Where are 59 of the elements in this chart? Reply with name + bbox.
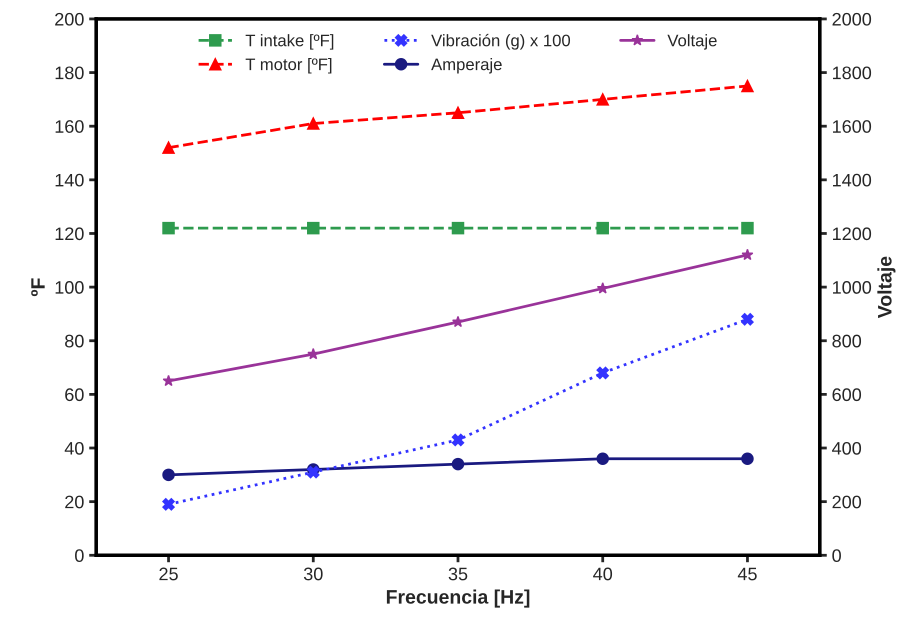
point (452, 316, 464, 328)
point (596, 282, 609, 294)
y2-tick-label: 1400 (833, 174, 872, 187)
point (741, 452, 754, 465)
point (452, 458, 464, 470)
y2-tick-label: 600 (832, 388, 862, 402)
point (162, 141, 175, 154)
y-tick-label: 60 (65, 388, 84, 402)
point (162, 498, 175, 511)
y-tick-label: 160 (56, 120, 84, 133)
y2-tick-label: 1600 (833, 120, 872, 133)
point (162, 468, 175, 482)
y-tick-label: 80 (65, 334, 84, 348)
y-tick-label: 200 (55, 12, 84, 26)
x-tick-label: 25 (159, 568, 178, 580)
point (741, 313, 754, 326)
y2-tick-label: 200 (832, 496, 862, 508)
point (162, 374, 175, 386)
point (307, 222, 320, 234)
y-tick-label: 0 (75, 549, 84, 562)
legend-label: Voltaje (667, 34, 717, 50)
point (596, 93, 609, 106)
legend-label: Vibración (g) x 100 (431, 34, 570, 50)
legend-label: T motor [ºF] (246, 58, 332, 74)
point (307, 466, 320, 478)
legend-label: T intake [ºF] (246, 34, 334, 50)
x-tick-label: 40 (593, 568, 612, 580)
y-tick-label: 20 (65, 496, 84, 508)
legend-label: Amperaje (431, 58, 502, 74)
point (741, 248, 754, 260)
x-tick-label: 35 (448, 568, 468, 580)
y-tick-label: 40 (64, 442, 84, 455)
y2-tick-label: 1800 (833, 66, 872, 80)
y2-tick-label: 1200 (833, 227, 872, 240)
y-tick-label: 120 (56, 227, 84, 240)
y2-axis-title: Voltaje (877, 256, 896, 318)
y-tick-label: 140 (56, 174, 84, 187)
point (307, 348, 320, 360)
point (741, 222, 754, 234)
y-tick-label: 100 (56, 281, 84, 294)
x-axis-title: Frecuencia [Hz] (386, 589, 530, 608)
y2-tick-label: 0 (832, 549, 841, 562)
point (452, 434, 464, 446)
point (596, 222, 609, 234)
point (741, 80, 754, 92)
y2-tick-label: 2000 (832, 12, 872, 26)
x-tick-label: 30 (304, 568, 323, 580)
x-tick-label: 45 (738, 568, 757, 580)
y-tick-label: 180 (56, 66, 84, 80)
point (452, 222, 464, 234)
y2-tick-label: 800 (832, 334, 862, 348)
point (162, 222, 175, 234)
y2-tick-label: 400 (832, 442, 862, 455)
point (452, 106, 464, 120)
y-axis-title: ºF (31, 278, 45, 296)
point (596, 366, 609, 380)
point (596, 452, 609, 465)
point (307, 117, 320, 130)
y2-tick-label: 1000 (833, 281, 872, 294)
